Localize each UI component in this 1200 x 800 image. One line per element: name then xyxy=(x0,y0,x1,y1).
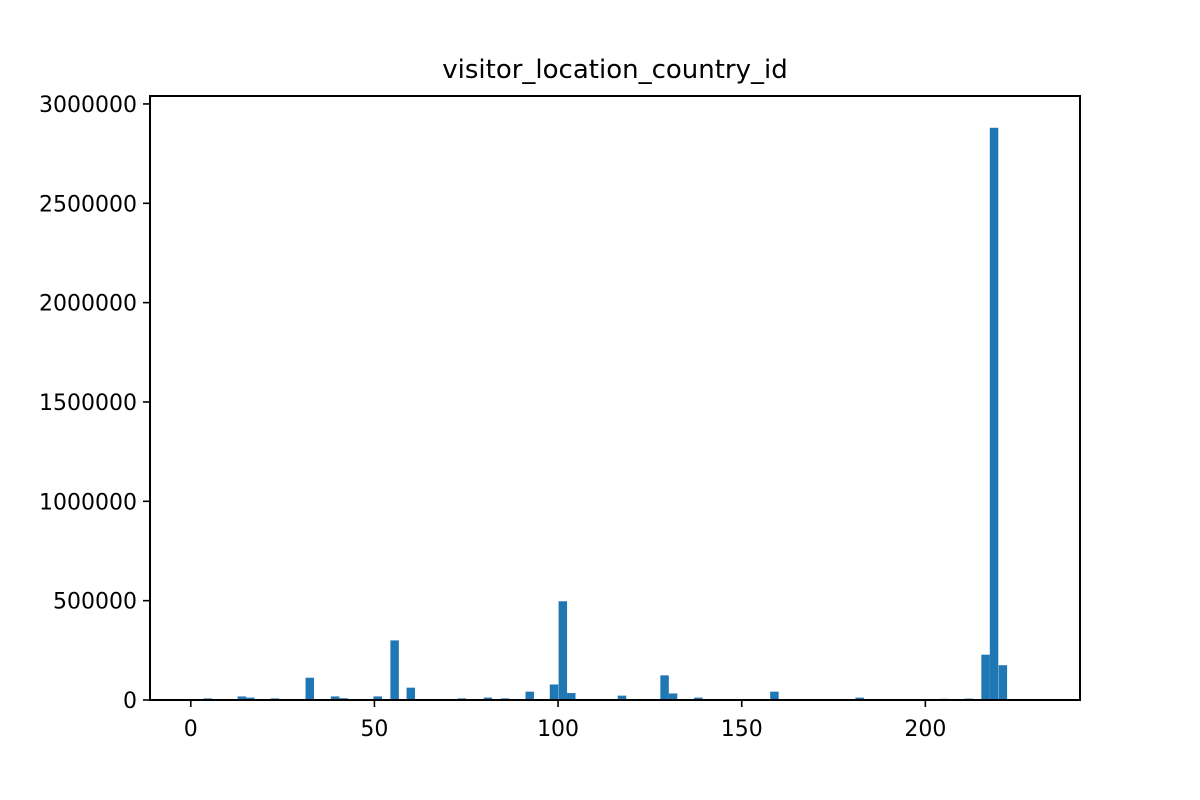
histogram-bar xyxy=(483,697,493,700)
histogram-bar xyxy=(567,693,576,700)
bars-group xyxy=(203,127,1008,701)
y-tick-label: 2500000 xyxy=(39,192,137,217)
histogram-bar xyxy=(855,697,864,700)
histogram-bar xyxy=(617,695,627,700)
histogram-bar xyxy=(373,696,382,700)
histogram-bar xyxy=(660,675,669,700)
y-tick-label: 1500000 xyxy=(39,391,137,416)
y-tick-label: 1000000 xyxy=(39,490,137,515)
plot-frame xyxy=(149,95,1081,701)
histogram-bar xyxy=(549,684,559,700)
histogram-bar xyxy=(246,697,255,700)
histogram-bar xyxy=(305,677,315,700)
y-tick-label: 0 xyxy=(123,689,137,714)
x-tick-label: 0 xyxy=(184,717,198,742)
histogram-bar xyxy=(770,691,779,700)
chart-title: visitor_location_country_id xyxy=(442,55,788,85)
histogram-bar xyxy=(390,640,399,700)
histogram-bar xyxy=(981,654,990,700)
histogram-bar xyxy=(998,665,1008,700)
histogram-bar xyxy=(406,687,416,700)
histogram-bar xyxy=(668,693,678,700)
x-tick-label: 150 xyxy=(721,717,763,742)
y-tick-label: 2000000 xyxy=(39,292,137,317)
y-tick-label: 500000 xyxy=(53,590,137,615)
y-tick-label: 3000000 xyxy=(39,93,137,118)
histogram-bar xyxy=(558,601,568,700)
histogram-bar xyxy=(989,127,999,701)
x-tick-label: 200 xyxy=(904,717,946,742)
histogram-bar xyxy=(237,696,247,700)
y-axis: 0 500000 1000000 1500000 2000000 2500000 30000… xyxy=(39,93,150,714)
histogram-bar xyxy=(525,691,535,700)
x-tick-label: 100 xyxy=(537,717,579,742)
histogram-bar xyxy=(330,696,340,700)
x-tick-label: 50 xyxy=(360,717,388,742)
histogram-bar xyxy=(694,697,703,700)
x-axis: 0 50 100 150 200 xyxy=(184,700,946,742)
